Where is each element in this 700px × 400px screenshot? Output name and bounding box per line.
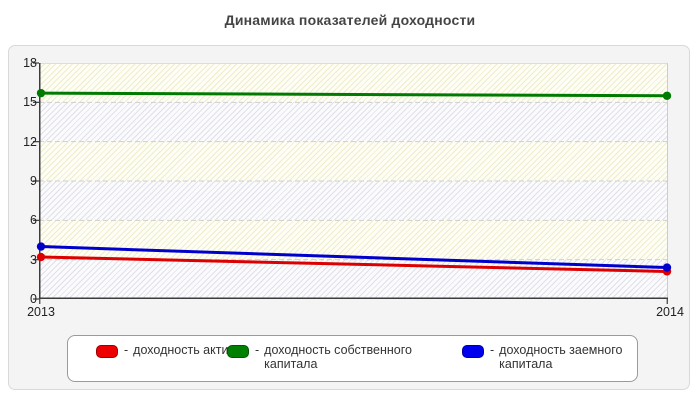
y-tick-label: 0 — [30, 292, 37, 306]
series-line — [40, 255, 667, 273]
legend-dash: - — [490, 343, 495, 357]
legend-dash: - — [255, 343, 260, 357]
legend-label: доходность активов — [133, 343, 249, 357]
y-tick-label: 9 — [30, 174, 37, 188]
x-tick-label: 2013 — [27, 305, 55, 319]
plot-area — [33, 62, 672, 304]
legend-label: доходность собственного капитала — [264, 343, 412, 371]
plot-band — [39, 181, 668, 221]
chart-panel: - доходность активов - доходность собств… — [8, 45, 690, 390]
plot-band — [39, 220, 668, 260]
y-tick-label: 15 — [23, 95, 37, 110]
legend-swatch-blue — [462, 345, 484, 358]
data-point — [662, 263, 672, 272]
legend-dash: - — [124, 343, 129, 357]
legend-item-assets: - доходность активов — [96, 343, 249, 358]
y-tick-label: 18 — [23, 56, 37, 70]
chart-canvas — [33, 62, 672, 304]
legend-item-borrowed: - доходность заемного капитала — [462, 343, 637, 371]
series-line — [40, 245, 667, 270]
data-point — [36, 88, 46, 98]
series-line — [40, 91, 667, 98]
x-tick-label: 2014 — [656, 305, 684, 319]
legend-label: доходность заемного капитала — [499, 343, 623, 371]
data-point — [36, 242, 46, 251]
legend-box: - доходность активов - доходность собств… — [67, 335, 638, 382]
legend-item-equity: - доходность собственного капитала — [227, 343, 426, 371]
y-tick-label: 12 — [23, 134, 37, 149]
y-tick-label: 6 — [30, 213, 37, 228]
plot-band — [39, 102, 668, 142]
chart-title: Динамика показателей доходности — [224, 12, 476, 28]
plot-band — [39, 259, 668, 299]
legend-swatch-red — [96, 345, 118, 358]
legend-swatch-green — [227, 345, 249, 358]
y-tick-label: 3 — [30, 252, 37, 267]
data-point — [662, 91, 672, 100]
data-point — [36, 252, 46, 262]
plot-band — [39, 141, 668, 181]
